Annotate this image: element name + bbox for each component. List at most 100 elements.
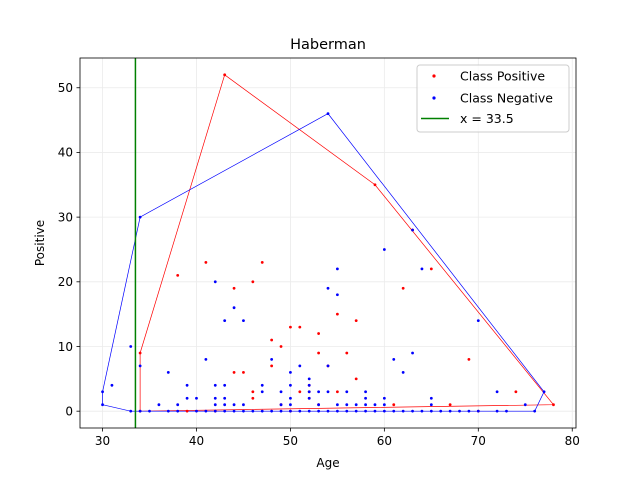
point-negative-97 [448, 409, 452, 413]
point-positive-7 [232, 370, 236, 374]
point-positive-42 [514, 390, 518, 394]
x-tick-label-30: 30 [95, 434, 110, 448]
point-negative-37 [260, 383, 264, 387]
legend-label-positive: Class Positive [460, 69, 545, 84]
point-negative-105 [523, 403, 527, 407]
point-positive-21 [298, 390, 302, 394]
point-negative-53 [307, 383, 311, 387]
point-negative-27 [223, 396, 227, 400]
point-negative-98 [458, 409, 461, 413]
point-positive-8 [232, 286, 236, 290]
point-negative-43 [279, 403, 283, 407]
point-negative-35 [242, 409, 245, 413]
point-negative-101 [476, 409, 480, 413]
point-negative-40 [270, 358, 274, 361]
point-negative-30 [232, 306, 236, 310]
point-positive-13 [260, 261, 264, 264]
point-negative-5 [138, 215, 142, 219]
point-negative-66 [335, 293, 339, 297]
point-positive-14 [270, 338, 274, 342]
x-axis-label: Age [316, 456, 339, 470]
point-positive-12 [251, 396, 255, 400]
point-negative-72 [354, 403, 358, 407]
hull-line-negative [102, 113, 545, 412]
point-negative-12 [176, 403, 180, 407]
point-negative-19 [204, 358, 208, 361]
point-negative-51 [298, 409, 302, 413]
point-negative-10 [166, 370, 170, 374]
point-positive-25 [317, 332, 321, 335]
point-negative-102 [495, 390, 499, 394]
hull-line-positive [139, 74, 555, 412]
point-negative-64 [326, 409, 330, 413]
point-positive-10 [251, 280, 255, 284]
point-negative-57 [317, 390, 321, 394]
point-negative-80 [382, 248, 386, 251]
axes-frame [79, 57, 577, 429]
x-tick-label-80: 80 [565, 434, 580, 448]
point-negative-49 [289, 409, 292, 413]
point-positive-29 [335, 312, 339, 316]
point-negative-6 [138, 364, 142, 368]
point-negative-87 [401, 409, 405, 413]
x-tick-label-40: 40 [189, 434, 204, 448]
point-negative-93 [429, 396, 433, 400]
point-negative-31 [232, 403, 236, 407]
point-positive-35 [392, 403, 396, 407]
point-positive-36 [401, 286, 405, 290]
point-negative-46 [289, 383, 292, 387]
point-negative-62 [326, 364, 330, 368]
legend-marker-positive [432, 74, 436, 78]
point-negative-60 [326, 112, 330, 116]
legend-marker-negative [432, 96, 436, 100]
chart-title: Haberman [290, 37, 366, 53]
point-positive-32 [354, 319, 358, 323]
point-negative-107 [542, 390, 546, 394]
x-tick-label-70: 70 [471, 434, 486, 448]
point-positive-3 [185, 409, 189, 413]
point-positive-26 [317, 351, 321, 355]
y-tick-label-40: 40 [58, 146, 73, 160]
point-negative-85 [392, 409, 396, 413]
point-negative-81 [382, 396, 386, 400]
point-negative-28 [223, 403, 227, 407]
point-negative-103 [495, 409, 499, 413]
point-negative-39 [260, 409, 264, 413]
point-negative-29 [223, 409, 227, 413]
point-negative-18 [204, 409, 208, 413]
point-negative-48 [289, 403, 292, 407]
point-negative-84 [392, 358, 396, 361]
point-positive-11 [251, 390, 255, 394]
y-axis-label: Positive [33, 220, 47, 266]
point-positive-9 [242, 370, 245, 374]
point-negative-14 [185, 396, 189, 400]
point-negative-15 [185, 383, 189, 387]
point-positive-15 [270, 364, 274, 368]
point-positive-38 [429, 267, 433, 271]
point-negative-104 [505, 409, 508, 413]
y-tick-label-10: 10 [58, 340, 73, 354]
point-negative-94 [429, 403, 433, 407]
point-negative-61 [326, 286, 330, 290]
point-positive-33 [354, 377, 358, 381]
point-negative-32 [232, 409, 236, 413]
point-negative-24 [213, 409, 217, 413]
point-negative-59 [317, 409, 321, 413]
point-positive-40 [467, 358, 471, 361]
point-negative-45 [289, 370, 292, 374]
point-negative-106 [533, 409, 537, 413]
point-negative-16 [195, 396, 198, 400]
point-negative-76 [364, 403, 367, 407]
point-positive-31 [345, 351, 349, 355]
point-negative-68 [335, 409, 339, 413]
point-negative-65 [335, 267, 339, 271]
point-negative-74 [364, 390, 367, 394]
point-negative-95 [429, 409, 433, 413]
point-positive-4 [204, 261, 208, 264]
point-negative-92 [420, 409, 424, 413]
point-negative-36 [251, 409, 255, 413]
point-negative-47 [289, 396, 292, 400]
point-negative-75 [364, 396, 367, 400]
point-negative-100 [476, 319, 480, 323]
